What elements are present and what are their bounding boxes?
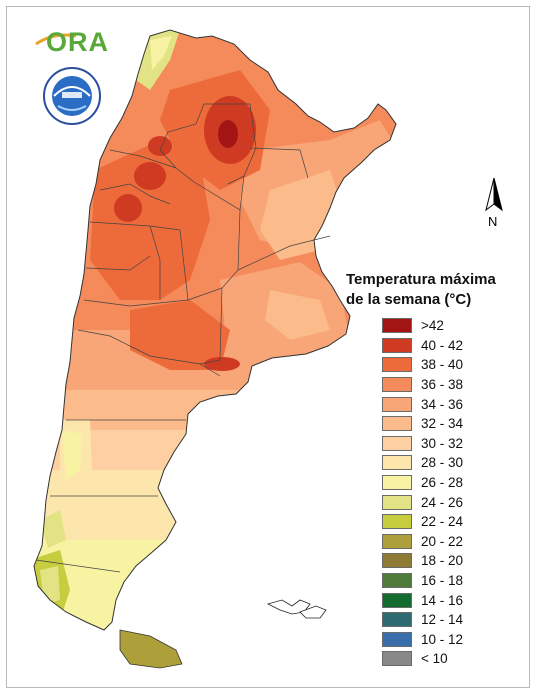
legend-item: 10 - 12 — [382, 630, 463, 650]
legend-item: 36 - 38 — [382, 375, 463, 395]
legend-label: 14 - 16 — [421, 592, 464, 608]
legend-label: 24 - 26 — [421, 494, 464, 510]
legend-item: 24 - 26 — [382, 492, 463, 512]
legend-item: 20 - 22 — [382, 532, 463, 552]
north-label: N — [488, 214, 498, 229]
malvinas-islands — [266, 599, 327, 619]
legend-item: 16 - 18 — [382, 571, 463, 591]
legend-swatch — [382, 455, 412, 471]
legend-label: 12 - 14 — [421, 612, 464, 628]
legend-label: >42 — [421, 318, 444, 334]
legend-item: 40 - 42 — [382, 336, 463, 356]
legend-swatch — [382, 573, 412, 589]
legend-swatch — [382, 494, 412, 510]
legend-swatch — [382, 612, 412, 628]
north-arrow-icon — [485, 177, 503, 212]
legend-label: 18 - 20 — [421, 553, 464, 569]
legend-swatch — [382, 396, 412, 412]
legend-item: 34 - 36 — [382, 394, 463, 414]
legend-list: >42 40 - 42 38 - 40 36 - 38 34 - 36 32 - 34 30… — [382, 316, 463, 669]
legend-swatch — [382, 553, 412, 569]
legend-swatch — [382, 533, 412, 549]
legend-swatch — [382, 318, 412, 334]
province-boundaries — [35, 103, 331, 573]
legend: Temperatura máxima de la semana (°C) >42… — [344, 270, 524, 667]
legend-label: 20 - 22 — [421, 533, 464, 549]
legend-swatch — [382, 475, 412, 491]
ora-logo-swoosh — [35, 33, 77, 46]
legend-swatch — [382, 514, 412, 530]
legend-item: 26 - 28 — [382, 473, 463, 493]
legend-item: < 10 — [382, 649, 463, 669]
legend-item: 28 - 30 — [382, 453, 463, 473]
legend-item: 12 - 14 — [382, 610, 463, 630]
legend-swatch — [382, 435, 412, 451]
legend-label: 22 - 24 — [421, 514, 464, 530]
ora-logo-text: ORA — [46, 27, 109, 57]
legend-label: 26 - 28 — [421, 475, 464, 491]
legend-item: 32 - 34 — [382, 414, 463, 434]
smn-emblem-icon — [43, 67, 101, 125]
legend-label: 38 - 40 — [421, 357, 464, 373]
legend-label: 16 - 18 — [421, 573, 464, 589]
legend-item: 30 - 32 — [382, 434, 463, 454]
legend-label: 36 - 38 — [421, 377, 464, 393]
legend-item: >42 — [382, 316, 463, 336]
legend-item: 18 - 20 — [382, 551, 463, 571]
tierra-del-fuego — [119, 629, 183, 669]
legend-label: 30 - 32 — [421, 435, 464, 451]
legend-title-line2: de la semana (°C) — [346, 291, 472, 308]
legend-swatch — [382, 337, 412, 353]
legend-swatch — [382, 651, 412, 667]
legend-swatch — [382, 592, 412, 608]
legend-swatch — [382, 416, 412, 432]
country-outline — [33, 29, 397, 631]
legend-item: 22 - 24 — [382, 512, 463, 532]
legend-title-line1: Temperatura máxima — [346, 271, 496, 288]
legend-label: 32 - 34 — [421, 416, 464, 432]
legend-swatch — [382, 377, 412, 393]
legend-item: 14 - 16 — [382, 590, 463, 610]
legend-label: 10 - 12 — [421, 631, 464, 647]
legend-item: 38 - 40 — [382, 355, 463, 375]
legend-label: 28 - 30 — [421, 455, 464, 471]
legend-label: 34 - 36 — [421, 396, 464, 412]
legend-swatch — [382, 631, 412, 647]
legend-label: 40 - 42 — [421, 337, 464, 353]
legend-swatch — [382, 357, 412, 373]
legend-label: < 10 — [421, 651, 448, 667]
